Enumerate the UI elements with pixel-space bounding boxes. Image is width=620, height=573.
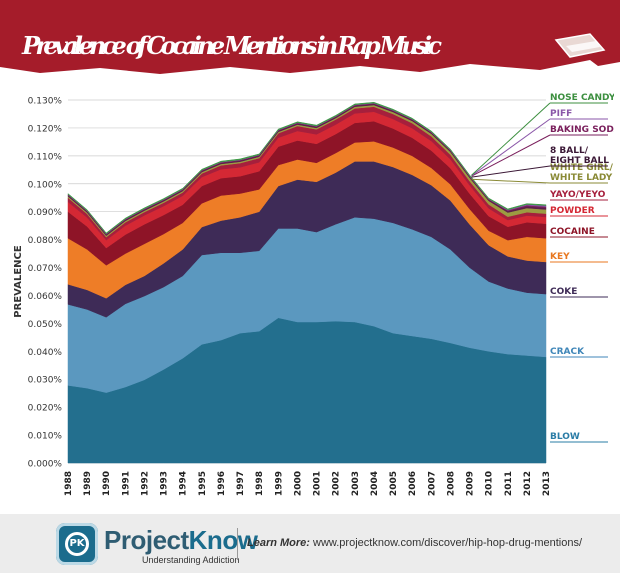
learn-more: Learn More: www.projectknow.com/discover… [247, 537, 582, 549]
series-label-coke: COKE [550, 287, 577, 297]
series-label-white-girl-white-lady-line2: WHITE LADY [550, 173, 613, 183]
series-label-crack: CRACK [550, 347, 585, 357]
stacked-areas [67, 101, 547, 464]
y-tick-label-2: 0.020% [28, 404, 63, 414]
series-labels: BLOW CRACK COKE KEY COCAINE POWDER YAYO/YEYO WH… [549, 93, 614, 443]
series-label-key: KEY [550, 252, 570, 262]
y-tick-label-6: 0.060% [28, 292, 63, 302]
series-label-powder: POWDER [550, 206, 595, 216]
x-tick-label-1998: 1998 [255, 471, 265, 496]
x-tick-label-2004: 2004 [370, 471, 380, 496]
x-tick-label-1991: 1991 [121, 471, 131, 496]
learn-more-link[interactable]: www.projectknow.com/discover/hip-hop-dru… [313, 537, 583, 549]
series-label-blow: BLOW [550, 432, 580, 442]
chart-title: Prevalence of Cocaine Mentions in Rap Mu… [21, 31, 442, 60]
legend-leader-lines [471, 102, 551, 184]
brand-tagline: Understanding Addiction [142, 555, 240, 565]
x-tick-label-1992: 1992 [140, 471, 150, 496]
series-label-white-girl-white-lady-line1: WHITE GIRL/ [550, 163, 614, 173]
area-chart: 0.000% 0.010% 0.020% 0.030% 0.040% 0.050% 0.06… [8, 82, 614, 514]
x-tick-label-2000: 2000 [293, 471, 303, 496]
leader-line-baking-soda [471, 134, 551, 177]
leader-line-nose-candy [471, 102, 551, 176]
x-tick-label-2008: 2008 [446, 471, 456, 496]
x-axis-ticks: 1988 1989 1990 1991 1992 1993 1994 1995 1996 1997… [64, 471, 552, 496]
y-axis-ticks: 0.000% 0.010% 0.020% 0.030% 0.040% 0.050% 0.06… [28, 97, 63, 470]
x-tick-label-2005: 2005 [389, 471, 399, 496]
y-axis-label: PREVALENCE [13, 245, 24, 318]
x-tick-label-2007: 2007 [427, 471, 437, 496]
footer: PK ProjectKnow Understanding Addiction L… [0, 514, 620, 573]
y-tick-label-1: 0.010% [28, 432, 63, 442]
x-tick-label-2011: 2011 [504, 471, 514, 496]
y-tick-label-7: 0.070% [28, 264, 63, 274]
leader-line-piff [471, 118, 551, 177]
series-label-baking-soda: BAKING SODA [550, 125, 614, 135]
area-nose-candy [67, 101, 547, 235]
x-tick-label-1990: 1990 [102, 471, 112, 496]
y-tick-label-5: 0.050% [28, 320, 63, 330]
y-tick-label-10: 0.100% [28, 180, 63, 190]
series-label-yayo-yeyo: YAYO/YEYO [549, 190, 606, 200]
x-tick-label-1996: 1996 [217, 471, 227, 496]
x-tick-label-2003: 2003 [351, 471, 361, 496]
x-tick-label-1993: 1993 [160, 471, 170, 496]
x-tick-label-2012: 2012 [523, 471, 533, 496]
learn-more-label: Learn More: [247, 537, 310, 549]
x-tick-label-1994: 1994 [179, 471, 189, 496]
cocaine-bag-icon [554, 33, 606, 58]
footer-divider [237, 528, 238, 560]
series-label-nose-candy: NOSE CANDY [550, 93, 614, 103]
series-label-piff: PIFF [550, 109, 572, 119]
title-banner: Prevalence of Cocaine Mentions in Rap Mu… [0, 0, 620, 74]
y-tick-label-11: 0.110% [28, 152, 63, 162]
y-tick-label-3: 0.030% [28, 376, 63, 386]
x-tick-label-1995: 1995 [198, 471, 208, 496]
x-tick-label-1997: 1997 [236, 471, 246, 496]
x-tick-label-2001: 2001 [313, 471, 323, 496]
x-tick-label-2009: 2009 [466, 471, 476, 496]
y-tick-label-12: 0.120% [28, 124, 63, 134]
leader-line-white-girl-white-lady [471, 178, 551, 184]
y-tick-label-4: 0.040% [28, 348, 63, 358]
series-label-cocaine: COCAINE [550, 227, 595, 237]
y-tick-label-8: 0.080% [28, 236, 63, 246]
x-tick-label-1999: 1999 [274, 471, 284, 496]
brand-name-part1: Project [104, 525, 189, 555]
x-tick-label-1989: 1989 [83, 471, 93, 496]
series-label-8-ball-eight-ball-line1: 8 BALL/ [550, 146, 589, 156]
y-tick-label-0: 0.000% [28, 460, 63, 470]
banner-shape [0, 0, 620, 74]
x-tick-label-2006: 2006 [408, 471, 418, 496]
projectknow-logo-icon: PK [56, 523, 98, 565]
x-tick-label-2013: 2013 [542, 471, 552, 496]
y-tick-label-9: 0.090% [28, 208, 63, 218]
y-tick-label-13: 0.130% [28, 97, 63, 107]
x-tick-label-2002: 2002 [332, 471, 342, 496]
brand-name-part2: Know [188, 525, 258, 555]
x-tick-label-1988: 1988 [64, 471, 74, 496]
leader-line-8-ball-eight-ball [471, 165, 551, 178]
series-label-8-ball-eight-ball-line2: EIGHT BALL [550, 156, 609, 166]
x-tick-label-2010: 2010 [485, 471, 495, 496]
brand-name: ProjectKnow [104, 525, 258, 556]
